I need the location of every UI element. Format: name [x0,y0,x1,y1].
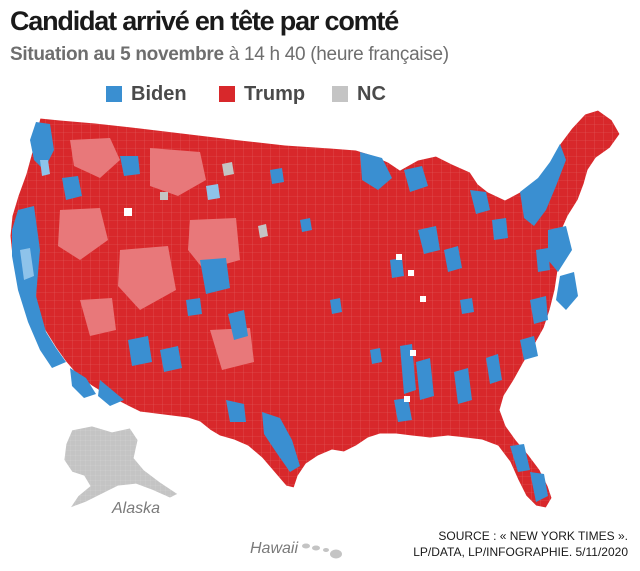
legend-label-trump: Trump [244,82,306,105]
alaska-label: Alaska [112,500,161,517]
light-red-counties [58,138,254,370]
subtitle-time: à 14 h 40 (heure française) [223,44,449,65]
legend-label-biden: Biden [131,82,187,105]
light-blue-counties [20,160,220,280]
legend-item-nc: NC [332,80,386,108]
source-credit: SOURCE : « NEW YORK TIMES ». LP/DATA, LP… [413,528,628,560]
hawaii-label: Hawaii [250,540,299,557]
source-line-1: SOURCE : « NEW YORK TIMES ». [438,529,628,543]
legend: Biden Trump NC [0,80,640,108]
alaska-shape [63,425,179,509]
hawaii-shape [302,543,342,559]
biden-counties [12,122,578,502]
legend-swatch-nc [332,86,348,102]
legend-swatch-trump [219,86,235,102]
legend-item-biden: Biden [106,80,187,108]
nc-counties [160,162,268,238]
legend-item-trump: Trump [219,80,305,108]
no-data-counties [124,208,426,402]
source-line-2: LP/DATA, LP/INFOGRAPHIE. 5/11/2020 [413,545,628,559]
map-title: Candidat arrivé en tête par comté [10,6,399,36]
county-map [9,109,621,559]
map-subtitle: Situation au 5 novembre à 14 h 40 (heure… [10,44,449,66]
subtitle-date: Situation au 5 novembre [10,44,224,65]
legend-label-nc: NC [357,82,386,105]
legend-swatch-biden [106,86,122,102]
